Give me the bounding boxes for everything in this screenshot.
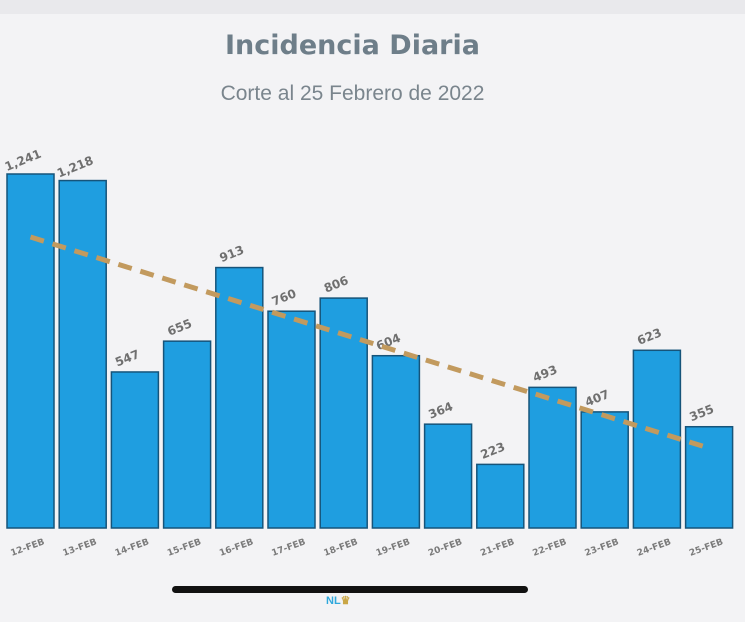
logo-text: NL (326, 595, 341, 607)
x-tick-label: 14-FEB (114, 537, 151, 559)
chart-subtitle: Corte al 25 Febrero de 2022 (220, 82, 485, 105)
x-tick-label: 12-FEB (9, 537, 46, 559)
x-tick-label: 25-FEB (688, 537, 725, 559)
data-label-17-feb: 760 (270, 286, 298, 308)
x-tick-label: 21-FEB (479, 537, 516, 559)
chart-title: Incidencia Diaria (225, 30, 480, 61)
bar-16-feb (215, 266, 264, 529)
x-tick-label: 24-FEB (636, 537, 673, 559)
bar-20-feb (423, 423, 473, 529)
bar-17-feb (267, 310, 316, 529)
x-tick-label: 15-FEB (166, 537, 203, 559)
x-tick-label: 16-FEB (218, 537, 255, 559)
bar-15-feb (162, 340, 212, 529)
x-tick-label: 20-FEB (427, 537, 464, 559)
x-tick-label: 19-FEB (375, 537, 412, 559)
data-label-25-feb: 355 (687, 402, 715, 424)
data-label-13-feb: 1,218 (55, 153, 95, 180)
bar-23-feb (580, 411, 629, 529)
bar-21-feb (476, 463, 525, 529)
data-label-24-feb: 623 (635, 325, 663, 347)
data-label-16-feb: 913 (218, 243, 246, 265)
bar-25-feb (684, 425, 734, 529)
data-label-23-feb: 407 (583, 387, 611, 409)
data-label-20-feb: 364 (426, 399, 454, 421)
bar-13-feb (58, 179, 107, 529)
x-tick-label: 23-FEB (584, 537, 621, 559)
home-indicator[interactable] (172, 586, 528, 593)
bar-12-feb (6, 173, 55, 529)
bar-19-feb (371, 354, 421, 529)
data-label-18-feb: 806 (322, 273, 350, 295)
bar-14-feb (110, 371, 160, 529)
crown-icon: ♛ (340, 595, 351, 607)
x-tick-label: 13-FEB (62, 537, 99, 559)
bar-22-feb (528, 386, 577, 529)
x-tick-label: 17-FEB (270, 537, 307, 559)
data-label-22-feb: 493 (531, 362, 559, 384)
logo: NL♛ (326, 594, 351, 607)
x-tick-label: 18-FEB (323, 537, 360, 559)
trend-line (29, 234, 710, 451)
x-tick-label: 22-FEB (531, 537, 568, 559)
data-label-14-feb: 547 (113, 347, 141, 369)
data-label-21-feb: 223 (479, 439, 507, 461)
data-label-12-feb: 1,241 (3, 147, 43, 174)
data-label-15-feb: 655 (165, 316, 193, 338)
